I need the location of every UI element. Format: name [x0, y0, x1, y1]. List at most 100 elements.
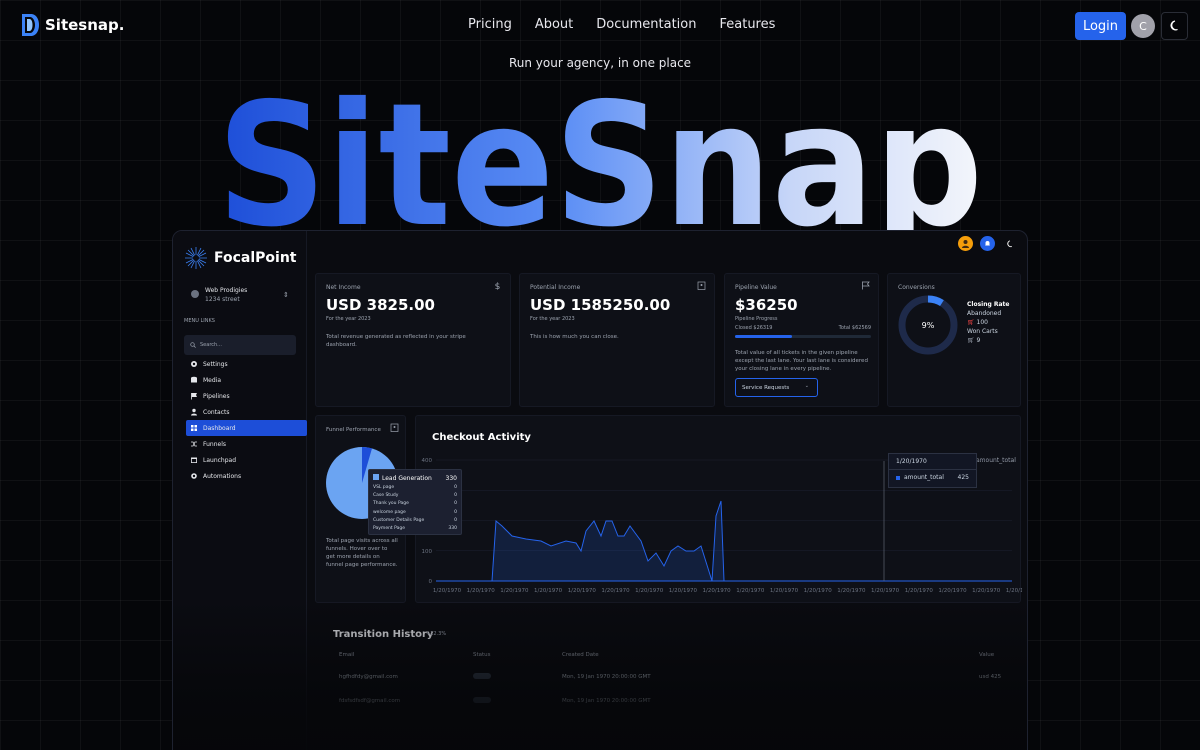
- tooltip-row: Thank you Page 0: [373, 501, 457, 507]
- sidebar-item-label: Funnels: [203, 440, 227, 448]
- brand-logo[interactable]: Sitesnap.: [22, 14, 124, 36]
- chevron-updown-icon: ⇕: [283, 291, 289, 299]
- card-description: Total value of all tickets in the given …: [735, 350, 868, 372]
- theme-toggle-button[interactable]: [1161, 12, 1188, 40]
- burst-logo-icon: [185, 247, 207, 269]
- conversion-legend: Closing Rate Abandoned 🛒︎ 100 Won Carts …: [967, 300, 1009, 345]
- total-value: Total $62569: [838, 325, 871, 331]
- tooltip-row: Payment Page 330: [373, 526, 457, 532]
- dashboard-theme-toggle[interactable]: [1002, 236, 1017, 251]
- sidebar-item-settings[interactable]: Settings: [186, 356, 307, 372]
- nav-link-about[interactable]: About: [534, 17, 574, 32]
- tooltip-row: Case Study 0: [373, 492, 457, 498]
- brand-name: Sitesnap.: [45, 16, 125, 34]
- nav-links: Pricing About Documentation Features: [468, 17, 775, 32]
- trend-badge: +12.3%: [426, 631, 447, 637]
- nav-link-features[interactable]: Features: [719, 17, 776, 32]
- x-tick-label: 1/20/1970: [770, 588, 799, 594]
- card-label: Funnel Performance: [326, 427, 381, 433]
- sidebar-item-launchpad[interactable]: Launchpad: [186, 452, 307, 468]
- checkout-activity-chart[interactable]: 01002003004001/20/19701/20/19701/20/1970…: [416, 416, 1023, 604]
- abandoned-label: Abandoned: [967, 310, 1002, 317]
- menu-links-header: MENU LINKS: [184, 318, 215, 324]
- tooltip-row: VSL page 0: [373, 484, 457, 490]
- chart-tooltip-date: 1/20/1970: [889, 454, 976, 470]
- sidebar-item-media[interactable]: Media: [186, 372, 307, 388]
- database-icon: [191, 376, 197, 383]
- won-count: 9: [976, 337, 981, 344]
- x-tick-label: 1/20/1970: [534, 588, 563, 594]
- potential-income-value: USD 1585250.00: [530, 296, 671, 314]
- login-button[interactable]: Login: [1075, 12, 1126, 40]
- pie-slice-highlight[interactable]: [362, 446, 372, 483]
- x-tick-label: 1/20/1970: [1006, 588, 1022, 594]
- x-tick-label: 1/20/1970: [702, 588, 731, 594]
- sidebar-item-funnels[interactable]: Funnels: [186, 436, 307, 452]
- sidebar-item-label: Automations: [203, 472, 242, 480]
- x-tick-label: 1/20/1970: [905, 588, 934, 594]
- y-tick-label: 0: [429, 579, 433, 585]
- x-tick-label: 1/20/1970: [972, 588, 1001, 594]
- tooltip-row: Customer Details Page 0: [373, 517, 457, 523]
- notifications-button[interactable]: [980, 236, 995, 251]
- table-row-date: Mon, 19 Jan 1970 20:00:00 GMT: [562, 698, 651, 704]
- series-swatch: [896, 475, 900, 480]
- transition-history-title: Transition History: [333, 629, 434, 640]
- sidebar-item-automations[interactable]: Automations: [186, 468, 307, 484]
- top-nav: Sitesnap. Pricing About Documentation Fe…: [0, 0, 1200, 52]
- hero-title-text: SiteSnap: [217, 74, 983, 244]
- nav-link-documentation[interactable]: Documentation: [596, 17, 697, 32]
- pipeline-select[interactable]: Service Requests ⌄: [735, 378, 818, 397]
- tagline: Run your agency, in one place: [508, 56, 692, 70]
- conversion-percent: 9%: [922, 321, 935, 330]
- pipeline-select-value: Service Requests: [742, 384, 790, 391]
- user-avatar[interactable]: C: [1131, 14, 1155, 38]
- chart-title: Checkout Activity: [432, 432, 531, 443]
- conversions-card: Conversions 9% Closing Rate Abandoned 🛒︎…: [887, 273, 1021, 407]
- dashboard-preview: FocalPoint Web Prodigies 1234 street ⇕ M…: [172, 230, 1028, 750]
- gear-icon: [191, 361, 197, 367]
- account-name: Web Prodigies: [205, 287, 248, 294]
- closing-rate-label: Closing Rate: [967, 301, 1010, 308]
- dollar-icon: $: [495, 282, 501, 290]
- x-tick-label: 1/20/1970: [500, 588, 529, 594]
- x-tick-label: 1/20/1970: [433, 588, 462, 594]
- x-tick-label: 1/20/1970: [837, 588, 866, 594]
- sidebar-item-pipelines[interactable]: Pipelines: [186, 388, 307, 404]
- pipeline-value: $36250: [735, 296, 798, 314]
- nav-link-pricing[interactable]: Pricing: [468, 17, 512, 32]
- tooltip-total: 330: [445, 474, 457, 482]
- flag-icon: [191, 393, 197, 400]
- sidebar-search-input[interactable]: Search...: [184, 335, 296, 355]
- pipeline-progress-fill: [735, 335, 793, 338]
- x-tick-label: 1/20/1970: [871, 588, 900, 594]
- won-carts-label: Won Carts: [967, 328, 998, 335]
- conversion-donut: 9%: [898, 295, 958, 355]
- chart-tooltip-key: amount_total: [904, 474, 944, 481]
- table-row-email: hgfhdfdy@gmail.com: [339, 674, 398, 680]
- pipeline-progress-values: Closed $26319 Total $62569: [735, 325, 871, 331]
- sidebar-item-contacts[interactable]: Contacts: [186, 404, 307, 420]
- status-badge: [473, 673, 491, 681]
- dashboard-header-actions: [958, 236, 1017, 251]
- x-tick-label: 1/20/1970: [568, 588, 597, 594]
- account-switcher[interactable]: Web Prodigies 1234 street ⇕: [191, 287, 291, 303]
- cog-icon: [191, 473, 197, 479]
- x-tick-label: 1/20/1970: [938, 588, 967, 594]
- card-subtitle: For the year 2023: [326, 316, 371, 322]
- sidebar-item-label: Pipelines: [203, 392, 230, 400]
- pipeline-value-card: Pipeline Value $36250 Pipeline Progress …: [724, 273, 879, 407]
- chart-tooltip-row: amount_total 425: [889, 470, 976, 485]
- card-description: Total revenue generated as reflected in …: [326, 334, 466, 348]
- sidebar-item-label: Launchpad: [203, 456, 237, 464]
- table-row-value: usd 425: [979, 674, 1002, 680]
- table-row-email: fdsfsdfsdf@gmail.com: [339, 698, 401, 704]
- x-tick-label: 1/20/1970: [601, 588, 630, 594]
- x-tick-label: 1/20/1970: [736, 588, 765, 594]
- sidebar-menu: Settings Media Pipelines Contacts Dashbo…: [186, 356, 307, 484]
- sidebar-item-dashboard[interactable]: Dashboard: [186, 420, 307, 436]
- sidebar-item-label: Settings: [203, 360, 228, 368]
- series-area-amount_total: [436, 500, 1012, 582]
- profile-avatar[interactable]: [958, 236, 973, 251]
- focalpoint-logo[interactable]: FocalPoint: [184, 246, 297, 270]
